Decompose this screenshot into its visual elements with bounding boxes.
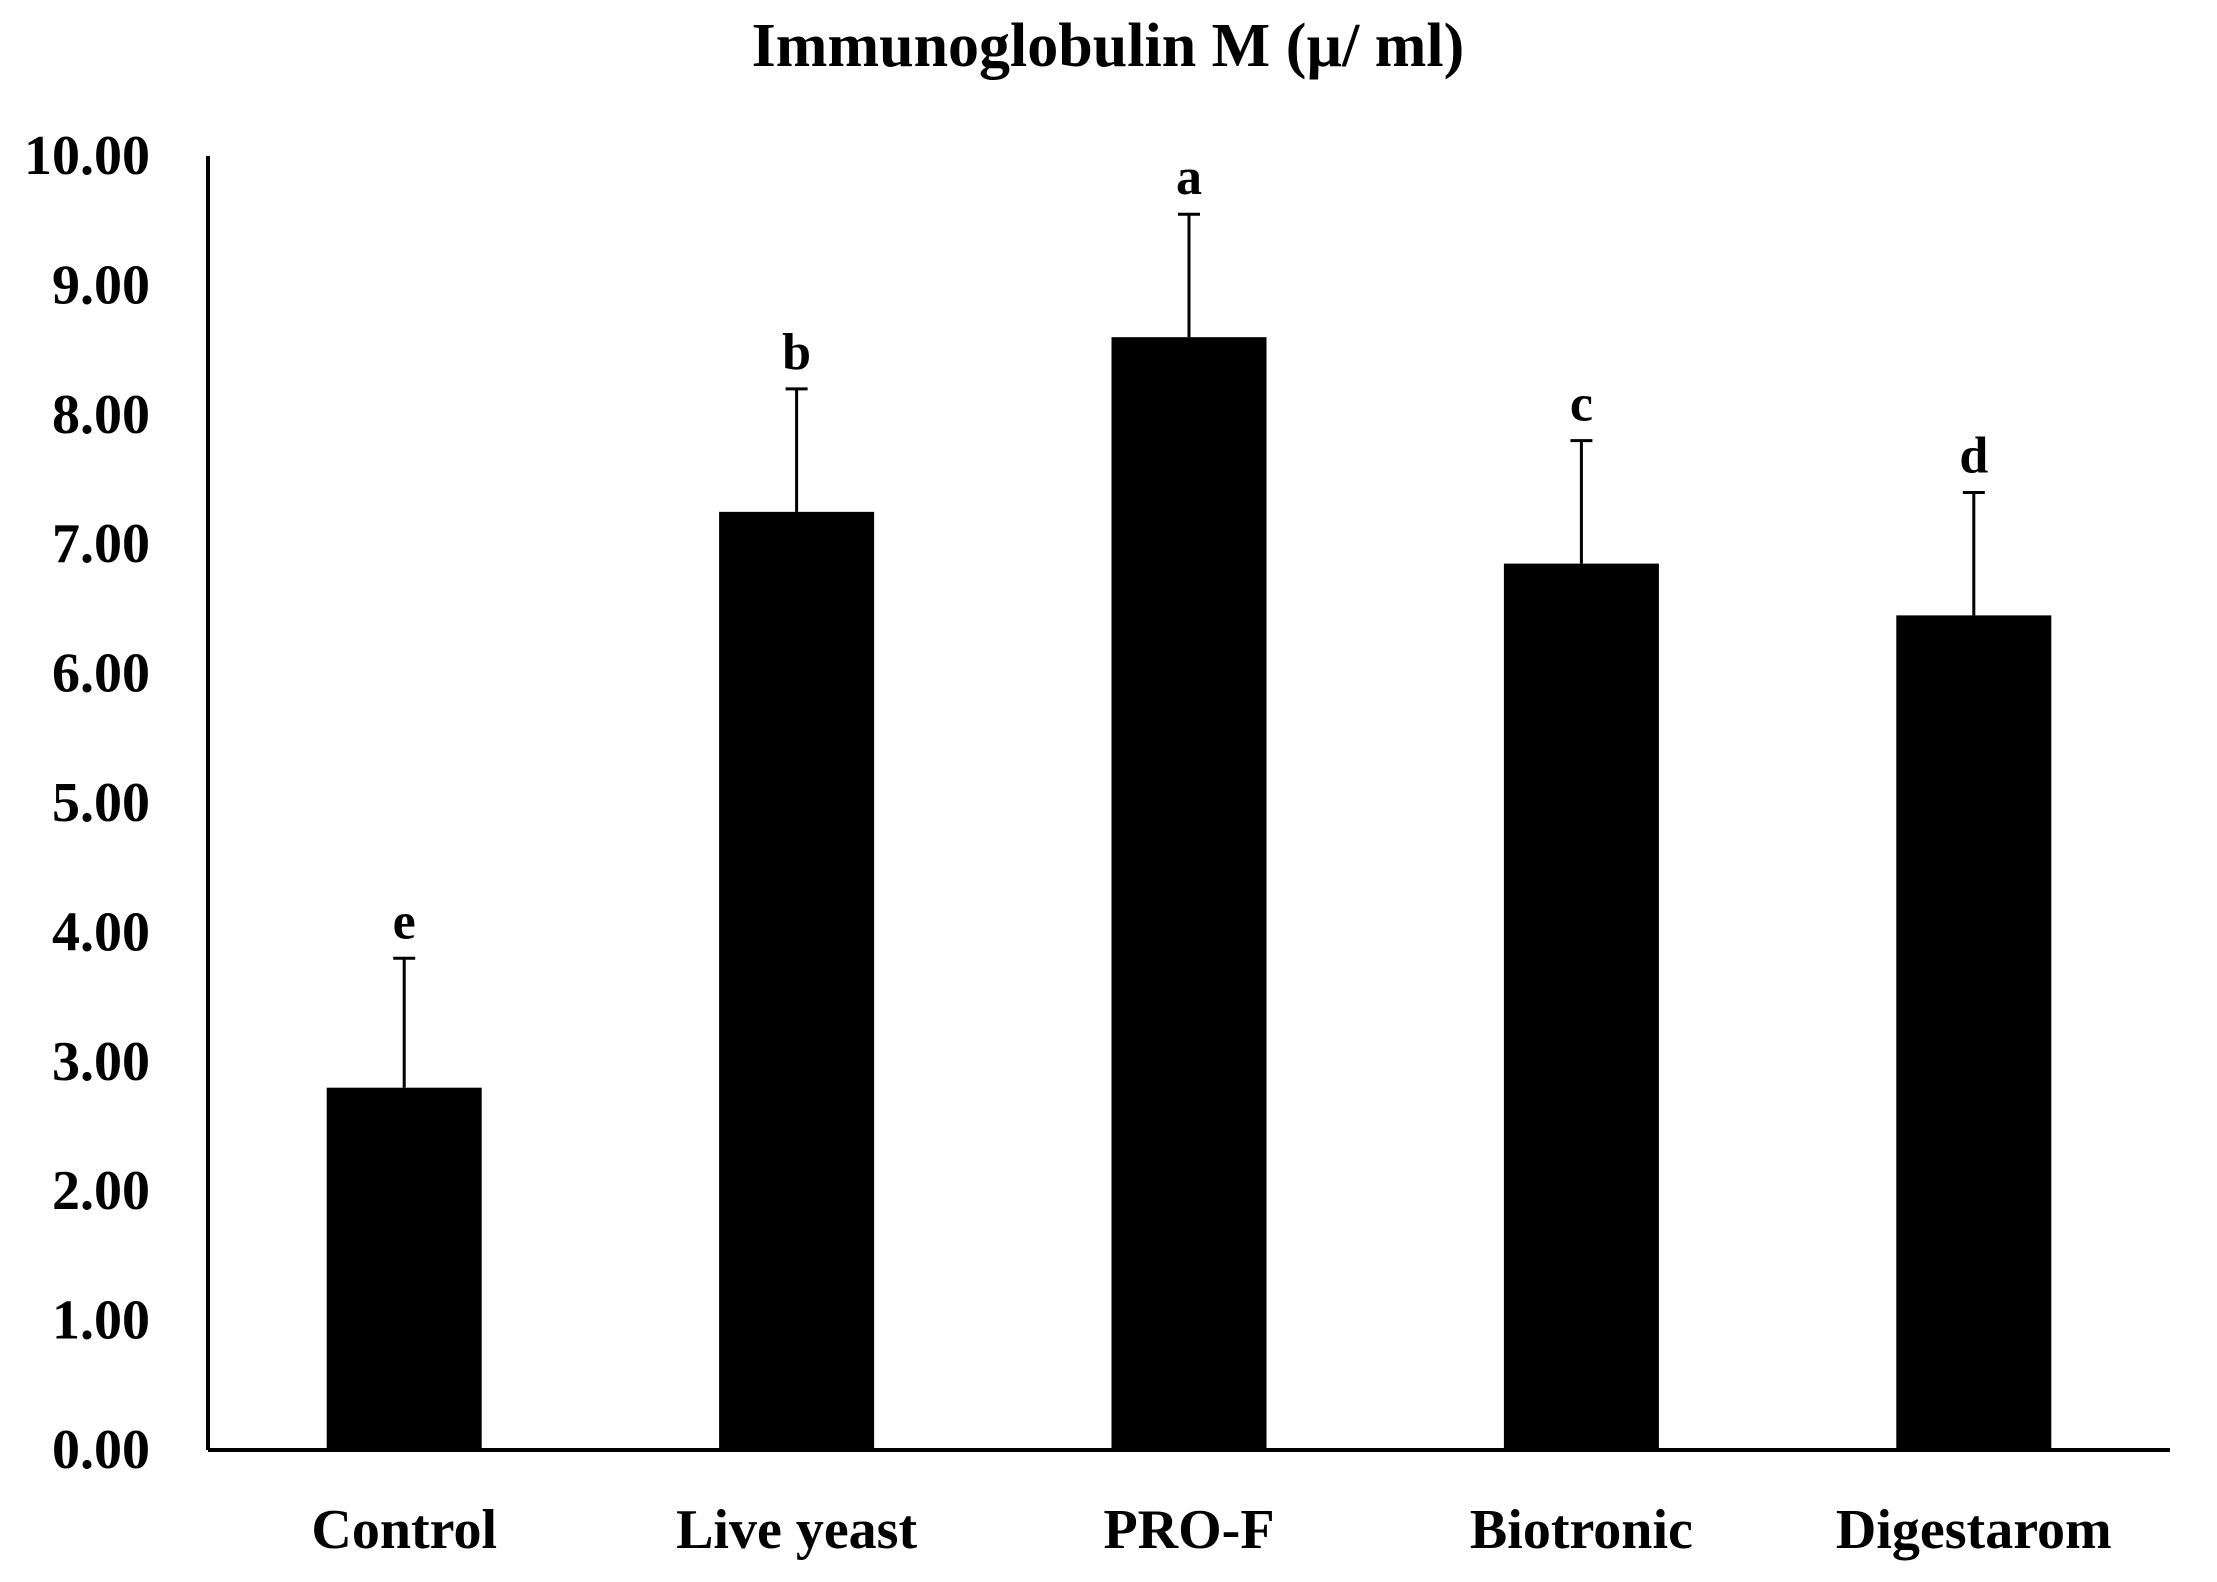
y-tick-label: 6.00 — [52, 643, 150, 705]
significance-letter: c — [1570, 376, 1593, 433]
x-tick-label: Live yeast — [676, 1499, 917, 1561]
y-tick-label: 5.00 — [52, 772, 150, 834]
x-tick-label: Control — [311, 1499, 497, 1561]
y-axis: 0.00 1.00 2.00 3.00 4.00 5.00 6.00 7.00 8.00 9.00… — [24, 125, 210, 1481]
bar — [1111, 337, 1267, 1450]
x-axis: Control Live yeast PRO-F Biotronic Digestaro… — [208, 1448, 2170, 1561]
significance-letter: a — [1176, 149, 1202, 206]
significance-letter: d — [1959, 427, 1988, 484]
chart-title: Immunoglobulin M (µ/ ml) — [752, 12, 1465, 80]
y-tick-label: 2.00 — [52, 1160, 150, 1222]
y-tick-label: 3.00 — [52, 1031, 150, 1093]
significance-letter: b — [782, 324, 811, 381]
x-tick-label: PRO-F — [1103, 1499, 1274, 1561]
x-tick-label: Digestarom — [1836, 1499, 2112, 1561]
y-tick-label: 8.00 — [52, 384, 150, 446]
significance-letter: e — [393, 893, 416, 950]
y-tick-label: 1.00 — [52, 1290, 150, 1352]
y-tick-label: 7.00 — [52, 513, 150, 575]
y-tick-label: 9.00 — [52, 254, 150, 316]
y-tick-label: 4.00 — [52, 901, 150, 963]
bars: e b a c d — [326, 149, 2052, 1451]
y-tick-label: 0.00 — [52, 1419, 150, 1481]
x-tick-label: Biotronic — [1470, 1499, 1693, 1561]
bar — [719, 511, 875, 1451]
bar — [326, 1087, 482, 1450]
y-tick-label: 10.00 — [24, 125, 150, 187]
bar — [1896, 615, 2052, 1450]
bar — [1503, 563, 1659, 1450]
